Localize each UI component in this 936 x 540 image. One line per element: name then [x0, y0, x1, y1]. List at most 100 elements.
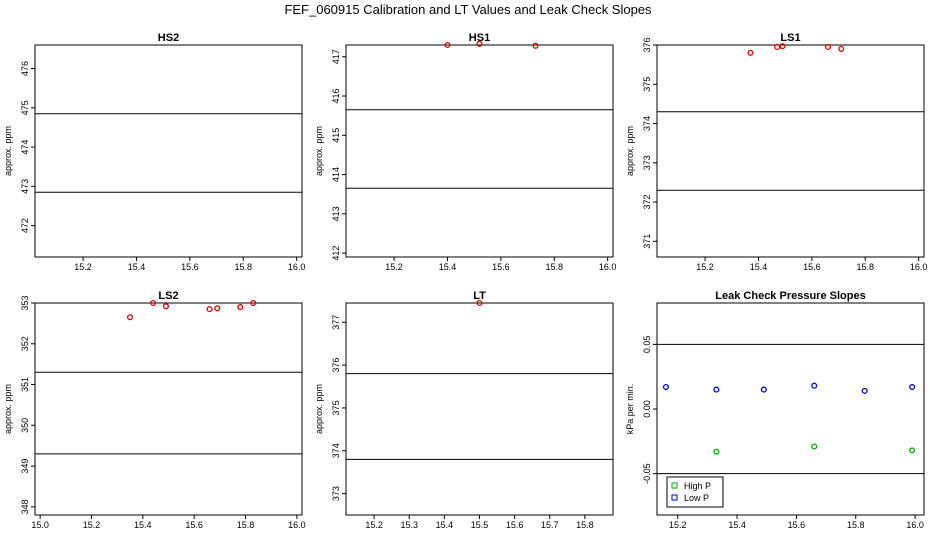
y-tick-label: 375: [642, 77, 652, 92]
x-tick-label: 15.8: [545, 262, 563, 272]
data-point: [824, 43, 831, 51]
y-tick-label: 413: [331, 206, 341, 221]
y-tick-label: 475: [20, 100, 30, 115]
y-tick-label: 374: [331, 443, 341, 458]
x-tick-label: 15.2: [696, 262, 714, 272]
chart-panel-4: LS2 15.0 15.2 15.4 15.6 15.8 16.0 348 349 350 351 3…: [3, 290, 306, 530]
data-point: [476, 299, 483, 307]
x-tick-label: 15.8: [856, 262, 874, 272]
page-title: FEF_060915 Calibration and LT Values and…: [284, 2, 652, 17]
data-point: [811, 382, 818, 389]
panel-title: HS1: [469, 32, 490, 44]
x-tick-label: 15.2: [74, 262, 92, 272]
data-point: [861, 387, 868, 394]
x-tick-label: 16.0: [599, 262, 617, 272]
data-point: [909, 447, 916, 454]
panel-title: LT: [473, 290, 486, 302]
y-tick-label: 474: [20, 140, 30, 155]
chart-panel-5: LT 15.2 15.3 15.4 15.5 15.6 15.7 15.8 373 374 375 3…: [314, 290, 614, 530]
y-tick-label: 349: [20, 459, 30, 474]
data-point: [713, 448, 720, 455]
y-tick-label: 376: [331, 358, 341, 373]
y-tick-label: 351: [20, 377, 30, 392]
panel-title: LS1: [780, 32, 800, 44]
x-tick-label: 15.7: [541, 520, 559, 530]
y-axis-label: approx. ppm: [625, 126, 635, 176]
panel-title: HS2: [158, 32, 179, 44]
x-tick-label: 15.2: [365, 520, 383, 530]
y-tick-label: 348: [20, 499, 30, 514]
data-point: [250, 299, 257, 307]
x-tick-label: 15.3: [400, 520, 418, 530]
panel-title: Leak Check Pressure Slopes: [715, 290, 865, 302]
plot-frame: [656, 44, 925, 258]
x-tick-label: 15.2: [669, 520, 687, 530]
x-tick-label: 15.6: [506, 520, 524, 530]
data-point: [747, 49, 754, 56]
y-tick-label: 373: [642, 155, 652, 170]
data-point: [838, 45, 845, 52]
y-tick-label: 417: [331, 49, 341, 64]
y-axis-label: kPa per min.: [625, 384, 635, 435]
y-tick-label: 371: [642, 234, 652, 249]
panel-title: LS2: [158, 290, 178, 302]
x-tick-label: 15.6: [803, 262, 821, 272]
x-tick-label: 15.5: [471, 520, 489, 530]
y-tick-label: 375: [331, 400, 341, 415]
x-tick-label: 16.0: [288, 262, 306, 272]
x-tick-label: 16.0: [906, 520, 924, 530]
x-tick-label: 15.4: [436, 520, 454, 530]
x-tick-label: 15.8: [237, 520, 255, 530]
y-tick-label: 373: [331, 486, 341, 501]
data-point: [811, 443, 818, 450]
x-tick-label: 15.6: [788, 520, 806, 530]
legend-marker: [671, 482, 678, 489]
y-tick-label: -0.05: [642, 463, 652, 484]
chart-panel-1: HS2 15.2 15.4 15.6 15.8 16.0 472 473 474 475 476 ap…: [3, 32, 305, 272]
y-tick-label: 415: [331, 128, 341, 143]
data-point: [909, 383, 916, 391]
y-tick-label: 414: [331, 167, 341, 182]
plot-frame: [34, 44, 303, 258]
plot-frame: [34, 302, 303, 516]
x-tick-label: 15.8: [234, 262, 252, 272]
x-tick-label: 15.8: [576, 520, 594, 530]
data-point: [779, 43, 786, 50]
y-tick-label: 377: [331, 315, 341, 330]
plot-frame: [345, 44, 614, 258]
x-tick-label: 15.6: [185, 520, 203, 530]
x-tick-label: 15.6: [181, 262, 199, 272]
data-point: [532, 42, 539, 49]
chart-panel-6: Leak Check Pressure Slopes 15.2 15.4 15.6 15…: [625, 290, 925, 530]
data-point: [476, 40, 483, 47]
chart-panel-2: HS1 15.2 15.4 15.6 15.8 16.0 412 413 414 415 416 41…: [314, 32, 616, 272]
y-axis-label: approx. ppm: [314, 126, 324, 176]
y-tick-label: 416: [331, 89, 341, 104]
data-point: [662, 383, 669, 391]
x-tick-label: 15.4: [128, 262, 146, 272]
legend-marker: [671, 494, 678, 501]
plot-frame: [345, 302, 614, 516]
y-axis-label: approx. ppm: [3, 126, 13, 176]
y-tick-label: 353: [20, 295, 30, 310]
legend-box: [666, 476, 724, 508]
x-tick-label: 15.4: [728, 520, 746, 530]
data-point: [713, 386, 720, 393]
x-tick-label: 15.6: [492, 262, 510, 272]
x-tick-label: 15.2: [385, 262, 403, 272]
x-tick-label: 15.8: [847, 520, 865, 530]
data-point: [444, 41, 451, 49]
y-tick-label: 376: [642, 37, 652, 52]
y-tick-label: 472: [20, 218, 30, 233]
x-tick-label: 15.4: [134, 520, 152, 530]
y-tick-label: 0.05: [642, 336, 652, 354]
x-tick-label: 15.4: [750, 262, 768, 272]
data-point: [162, 303, 169, 310]
y-axis-label: approx. ppm: [314, 384, 324, 434]
x-tick-label: 16.0: [910, 262, 928, 272]
y-tick-label: 476: [20, 61, 30, 76]
x-tick-label: 16.0: [288, 520, 306, 530]
x-tick-label: 15.4: [439, 262, 457, 272]
y-tick-label: 350: [20, 418, 30, 433]
